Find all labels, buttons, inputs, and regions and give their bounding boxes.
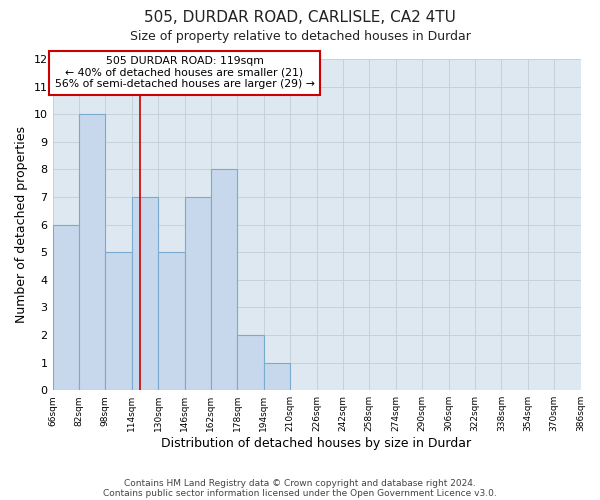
X-axis label: Distribution of detached houses by size in Durdar: Distribution of detached houses by size … (161, 437, 472, 450)
Bar (106, 252, 132, 390)
Bar (264, 362, 290, 390)
Bar (185, 197, 211, 390)
Text: 505 DURDAR ROAD: 119sqm
← 40% of detached houses are smaller (21)
56% of semi-de: 505 DURDAR ROAD: 119sqm ← 40% of detache… (55, 56, 314, 90)
Text: Contains HM Land Registry data © Crown copyright and database right 2024.: Contains HM Land Registry data © Crown c… (124, 478, 476, 488)
Text: Contains public sector information licensed under the Open Government Licence v3: Contains public sector information licen… (103, 488, 497, 498)
Bar (79, 114, 106, 390)
Text: 505, DURDAR ROAD, CARLISLE, CA2 4TU: 505, DURDAR ROAD, CARLISLE, CA2 4TU (144, 10, 456, 25)
Text: Size of property relative to detached houses in Durdar: Size of property relative to detached ho… (130, 30, 470, 43)
Bar (158, 252, 185, 390)
Bar (238, 335, 264, 390)
Bar (132, 197, 158, 390)
Y-axis label: Number of detached properties: Number of detached properties (15, 126, 28, 323)
Bar (53, 224, 79, 390)
Bar (211, 170, 238, 390)
